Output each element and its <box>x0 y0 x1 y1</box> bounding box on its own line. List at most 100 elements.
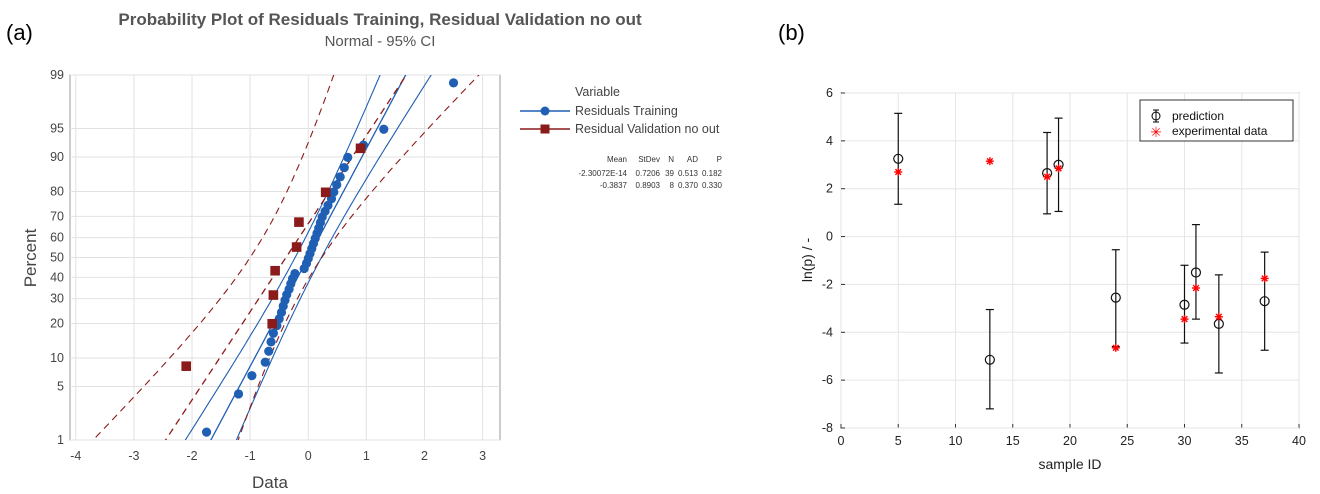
panel-a-legend: Variable Residuals Training Residual Val… <box>520 85 723 190</box>
series-1-ci-upper-line <box>237 75 480 440</box>
legend-entry-prediction: prediction <box>1151 109 1224 123</box>
residual-validation-point <box>181 361 192 371</box>
residuals-training-point <box>448 78 459 88</box>
asterisk-stroke <box>1112 344 1120 352</box>
panel-b-tick-labels: 0 5 10 15 20 25 30 35 40 -8 -6 -4 -2 0 2 4 6 <box>822 86 1306 448</box>
residuals-training-point <box>247 371 257 381</box>
asterisk-stroke <box>1043 173 1051 181</box>
prediction-point <box>1179 299 1190 310</box>
prediction-point <box>1259 296 1270 307</box>
y-tick-label: 1 <box>57 433 64 447</box>
experimental-data-point <box>1054 164 1063 173</box>
panel-b-label: (b) <box>778 20 805 45</box>
legend-entry-experimental-data: ✳ experimental data <box>1150 124 1268 140</box>
x-tick-label: 10 <box>949 434 963 448</box>
legend-box <box>1139 99 1294 142</box>
legend-marker-experimental-data: ✳ <box>1150 124 1162 140</box>
probability-plot-panel: (a) Probability Plot of Residuals Traini… <box>6 10 723 492</box>
stats-header-mean: Mean <box>607 155 627 164</box>
x-tick-label: 25 <box>1120 434 1134 448</box>
residual-validation-point <box>270 265 280 276</box>
residuals-training-point <box>268 328 278 338</box>
asterisk-stroke <box>1055 165 1062 172</box>
panel-b-grid <box>840 92 1300 429</box>
y-tick-label: -8 <box>822 421 833 435</box>
panel-b-legend: prediction ✳ experimental data <box>1139 99 1294 142</box>
panel-a-subtitle: Normal - 95% CI <box>325 33 436 50</box>
y-tick-label: 60 <box>50 231 64 245</box>
stats-cell: 8 <box>670 181 675 190</box>
x-tick-label: -3 <box>128 449 139 463</box>
x-tick-label: 0 <box>305 449 312 463</box>
residual-validation-point <box>268 290 279 300</box>
y-tick-label: 90 <box>50 150 64 164</box>
legend-label-experimental-data: experimental data <box>1172 124 1268 138</box>
legend-marker-residuals-training <box>540 106 550 116</box>
experimental-data-point <box>1043 172 1052 181</box>
y-tick-label: 4 <box>826 134 833 148</box>
prediction-point <box>893 153 904 164</box>
x-tick-label: -2 <box>186 449 197 463</box>
stats-cell: 0.182 <box>702 169 723 178</box>
panel-a-y-axis-label: Percent <box>21 228 40 287</box>
panel-b-x-axis-label: sample ID <box>1038 456 1101 472</box>
residuals-training-point <box>266 337 276 347</box>
y-tick-label: 99 <box>50 68 64 82</box>
x-tick-label: -1 <box>245 449 256 463</box>
stats-cell: 0.7206 <box>636 169 661 178</box>
y-tick-label: 5 <box>57 380 64 394</box>
residuals-training-point <box>264 346 274 356</box>
y-tick-label: 0 <box>826 230 833 244</box>
panel-a-data-points <box>181 78 459 437</box>
panel-a-label: (a) <box>6 20 33 45</box>
legend-entry-residuals-training: Residuals Training <box>520 104 678 118</box>
series-0-ci-lower-line <box>184 75 381 440</box>
y-tick-label: 30 <box>50 292 64 306</box>
asterisk-stroke <box>986 157 994 165</box>
x-tick-label: 30 <box>1178 434 1192 448</box>
prediction-errorbar-panel: (b) 0 5 10 15 20 25 30 35 40 -8 -6 -4 -2 0 2 4 6 sample … <box>778 20 1306 472</box>
panel-a-title: Probability Plot of Residuals Training, … <box>118 10 642 29</box>
x-tick-label: 15 <box>1006 434 1020 448</box>
y-tick-label: -6 <box>822 373 833 387</box>
experimental-data-point <box>894 167 903 176</box>
x-tick-label: 20 <box>1063 434 1077 448</box>
y-tick-label: 95 <box>50 121 64 135</box>
panel-a-tick-labels: -4 -3 -2 -1 0 1 2 3 1 5 10 20 30 40 50 60 70 80 90 95 99 <box>50 68 486 463</box>
stats-header-stdev: StDev <box>638 155 660 164</box>
y-tick-label: -2 <box>822 277 833 291</box>
y-tick-label: 10 <box>50 351 64 365</box>
asterisk-stroke <box>1215 313 1223 321</box>
experimental-data-point <box>1111 343 1120 352</box>
asterisk-stroke <box>894 168 902 176</box>
x-tick-label: 3 <box>479 449 486 463</box>
y-tick-label: 6 <box>826 86 833 100</box>
stats-header-n: N <box>668 155 674 164</box>
residual-validation-point <box>355 143 366 154</box>
stats-cell: 0.330 <box>702 181 723 190</box>
experimental-data-point <box>1180 315 1189 324</box>
residuals-training-point <box>201 427 212 437</box>
residual-validation-point <box>291 242 302 252</box>
asterisk-stroke <box>1181 315 1188 323</box>
stats-header-p: P <box>717 155 722 164</box>
asterisk-stroke <box>1192 284 1200 292</box>
prediction-point <box>1190 267 1202 278</box>
prediction-point <box>1110 292 1121 303</box>
panel-b-y-axis-label: ln(p) / - <box>799 237 815 282</box>
x-tick-label: 40 <box>1292 434 1306 448</box>
residuals-training-point <box>379 124 389 134</box>
prediction-point <box>984 354 995 365</box>
y-tick-label: 50 <box>50 251 64 265</box>
residuals-training-point <box>332 180 342 190</box>
panel-b-data-points <box>893 112 1270 410</box>
stats-cell: 0.8903 <box>636 181 661 190</box>
residuals-training-point <box>343 152 353 163</box>
legend-label-residuals-training: Residuals Training <box>575 104 678 118</box>
residuals-training-point <box>335 172 345 182</box>
stats-cell: 39 <box>665 169 674 178</box>
x-tick-label: 2 <box>421 449 428 463</box>
stats-cell: 0.513 <box>678 169 699 178</box>
x-tick-label: -4 <box>70 449 81 463</box>
